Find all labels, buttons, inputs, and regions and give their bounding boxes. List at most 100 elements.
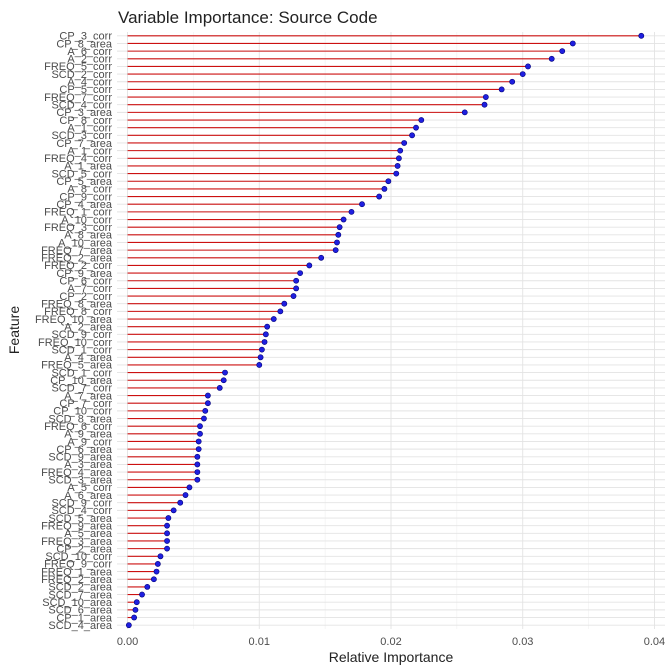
importance-point — [397, 147, 404, 154]
importance-point — [340, 216, 347, 223]
importance-point — [197, 430, 203, 437]
importance-point — [153, 568, 160, 575]
feature-label: FREQ_1_area — [41, 566, 113, 578]
feature-label: A_10_area — [58, 237, 113, 249]
feature-label: CP_9_corr — [59, 191, 112, 203]
feature-label: FREQ_9_corr — [44, 559, 112, 571]
importance-point — [481, 101, 488, 108]
importance-point — [257, 354, 264, 361]
feature-label: SCD_3_corr — [51, 130, 112, 142]
importance-point — [133, 599, 140, 606]
x-tick-label: 0.01 — [249, 636, 270, 648]
importance-point — [332, 247, 339, 254]
feature-label: FREQ_9_area — [41, 520, 113, 532]
importance-point — [498, 86, 505, 93]
importance-point — [202, 407, 209, 414]
feature-label: CP_6_area — [56, 444, 113, 456]
feature-label: A_6_corr — [67, 46, 112, 58]
feature-label: CP_5_area — [56, 176, 113, 188]
importance-point — [359, 201, 365, 208]
grid-lines — [117, 32, 665, 629]
feature-label: CP_1_area — [56, 612, 113, 624]
importance-point — [170, 507, 177, 514]
importance-point — [348, 208, 355, 215]
importance-point — [194, 461, 201, 468]
importance-point — [125, 622, 132, 629]
importance-point — [334, 239, 340, 246]
feature-label: A_1_corr — [67, 145, 112, 157]
importance-point — [336, 224, 343, 231]
importance-point — [638, 32, 645, 39]
importance-point — [270, 316, 277, 322]
importance-point — [385, 178, 392, 185]
feature-label: FREQ_2_area — [41, 253, 113, 265]
importance-point — [194, 469, 201, 475]
feature-label: FREQ_10_area — [35, 314, 113, 326]
feature-label: A_7_area — [64, 390, 113, 402]
importance-point — [195, 438, 202, 445]
feature-label: FREQ_5_area — [41, 360, 113, 372]
importance-point — [261, 339, 268, 345]
feature-label: CP_3_corr — [59, 31, 112, 43]
feature-label: SCD_2_area — [48, 582, 112, 594]
importance-point — [194, 453, 201, 460]
feature-label: SCD_10_corr — [45, 551, 112, 563]
feature-label: A_1_area — [64, 161, 113, 173]
importance-point — [262, 331, 269, 338]
feature-label: A_6_area — [64, 490, 113, 502]
importance-point — [525, 63, 531, 70]
x-axis-tick-labels: 0.00 0.01 0.02 0.03 0.04 — [117, 636, 665, 648]
feature-label: SCD_8_area — [48, 413, 112, 425]
feature-label: CP_9_area — [56, 268, 113, 280]
feature-label: SCD_10_area — [42, 597, 113, 609]
feature-label: CP_2_corr — [59, 291, 112, 303]
feature-label: A_2_corr — [67, 54, 112, 66]
feature-label: FREQ_4_area — [41, 467, 113, 479]
importance-point — [409, 132, 415, 139]
importance-point — [569, 40, 576, 47]
feature-label: A_1_corr — [67, 122, 112, 134]
feature-label: FREQ_8_corr — [44, 306, 112, 318]
x-axis-title: Relative Importance — [329, 649, 454, 665]
importance-point — [259, 346, 265, 353]
feature-label: FREQ_8_area — [41, 299, 113, 311]
importance-point — [418, 117, 425, 123]
feature-label: CP_6_corr — [59, 276, 112, 288]
importance-point — [201, 415, 207, 422]
importance-point — [376, 193, 383, 200]
feature-label: SCD_4_area — [48, 620, 112, 632]
feature-label: SCD_3_area — [48, 475, 112, 487]
y-axis-title: Feature — [6, 306, 22, 354]
importance-point — [182, 492, 189, 498]
importance-point — [165, 515, 172, 521]
importance-point — [290, 293, 297, 299]
feature-label: CP_5_corr — [59, 84, 112, 96]
importance-point — [394, 163, 401, 169]
feature-label: FREQ_3_corr — [44, 222, 112, 234]
feature-label: SCD_6_area — [48, 605, 112, 617]
importance-point — [335, 231, 342, 238]
feature-label: CP_8_corr — [59, 115, 112, 127]
feature-label: CP_7_area — [56, 138, 113, 150]
feature-label: A_2_area — [64, 321, 113, 333]
feature-label: FREQ_2_corr — [44, 260, 112, 272]
importance-point — [396, 155, 402, 162]
feature-label: A_9_corr — [67, 436, 112, 448]
x-tick-label: 0.02 — [380, 636, 401, 648]
importance-point — [204, 400, 211, 407]
feature-label: SCD_4_corr — [51, 100, 112, 112]
feature-label: A_5_corr — [67, 482, 112, 494]
importance-point — [186, 484, 193, 491]
feature-label: FREQ_3_area — [41, 536, 113, 548]
feature-label: SCD_9_corr — [51, 329, 112, 341]
feature-label: SCD_2_corr — [51, 69, 112, 81]
feature-label: CP_8_area — [56, 38, 113, 50]
feature-label: CP_4_area — [56, 199, 113, 211]
importance-point — [281, 300, 288, 307]
chart-title: Variable Importance: Source Code — [118, 8, 378, 27]
importance-point — [222, 369, 228, 376]
feature-label: A_10_corr — [61, 214, 112, 226]
x-tick-label: 0.04 — [644, 636, 665, 648]
importance-point — [157, 553, 164, 560]
